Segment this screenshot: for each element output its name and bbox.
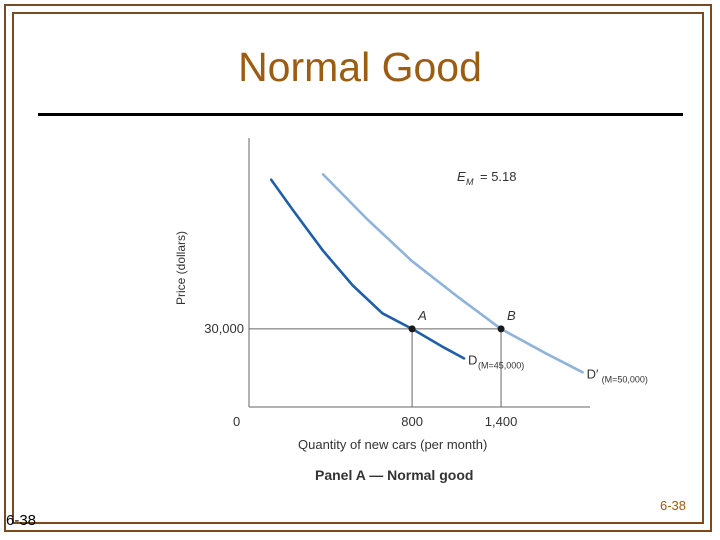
slide-frame-outer [4, 4, 712, 532]
elasticity-label: E [457, 169, 466, 184]
demand-curve-sublabel-2: (M=50,000) [602, 374, 648, 384]
elasticity-subscript: M [466, 177, 474, 187]
point-label-a: A [417, 308, 427, 323]
demand-curve-sublabel-1: (M=45,000) [478, 360, 524, 370]
elasticity-value: = 5.18 [480, 169, 517, 184]
slide-title: Normal Good [238, 44, 482, 90]
slide-frame-inner [12, 12, 704, 524]
x-tick-label: 800 [401, 414, 423, 429]
origin-label: 0 [233, 414, 240, 429]
x-axis-label: Quantity of new cars (per month) [298, 437, 487, 452]
point-a [408, 325, 416, 333]
slide-number-right: 6-38 [660, 498, 687, 513]
demand-curve-label-1: D [468, 352, 477, 367]
y-axis-label: Price (dollars) [174, 231, 188, 305]
panel-caption: Panel A — Normal good [315, 467, 473, 483]
demand-curve-1 [269, 178, 466, 360]
point-b [497, 325, 505, 333]
demand-curve-label-2: D′ [587, 366, 599, 381]
slide-number-left: 6-38 [6, 512, 37, 529]
title-underline [38, 113, 683, 116]
demand-curve-2 [321, 173, 584, 374]
x-tick-label: 1,400 [485, 414, 518, 429]
y-tick-label: 30,000 [204, 321, 244, 336]
point-label-b: B [507, 308, 516, 323]
